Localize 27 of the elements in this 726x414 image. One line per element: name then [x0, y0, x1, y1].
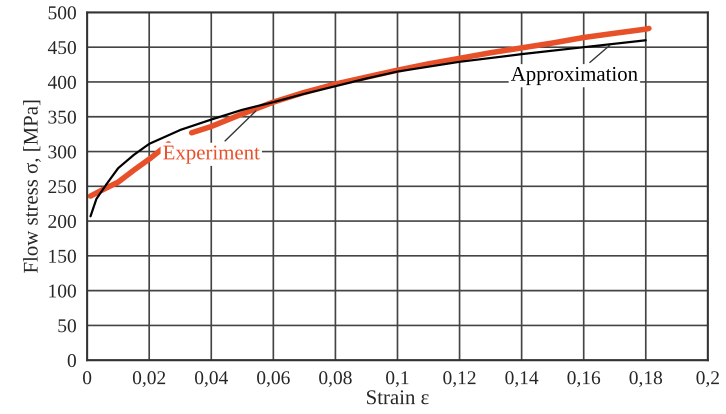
x-tick-label: 0,04	[194, 371, 228, 388]
x-axis-title: Strain ε	[367, 390, 429, 404]
x-tick-label: 0	[83, 371, 92, 384]
y-axis-title: Flow stress σ, [MPa]	[23, 100, 41, 273]
y-tick-label: 100	[49, 284, 76, 298]
y-tick-label: 350	[48, 110, 76, 124]
y-tick-label: 200	[48, 214, 76, 228]
y-tick-label: 250	[48, 180, 76, 194]
x-tick-label: 0,18	[630, 371, 662, 388]
y-tick-label: 50	[58, 319, 76, 332]
x-tick-label: 0,14	[505, 371, 538, 388]
x-tick-label: 0,1	[386, 371, 408, 388]
y-tick-label: 500	[48, 6, 76, 20]
x-tick-label: 0,2	[696, 371, 719, 388]
y-tick-label: 400	[48, 76, 76, 89]
x-tick-label: 0,12	[443, 371, 476, 388]
y-tick-label: 0	[68, 354, 76, 368]
annotation: Approximation	[510, 66, 638, 86]
y-tick-label: 300	[48, 145, 76, 158]
x-tick-label: 0,16	[567, 371, 600, 388]
x-tick-label: 0,06	[257, 371, 290, 388]
annotation: Experiment	[163, 146, 260, 164]
y-tick-label: 150	[49, 250, 76, 263]
x-tick-label: 0,02	[132, 371, 166, 388]
x-tick-label: 0,08	[319, 371, 352, 388]
line-series	[89, 39, 647, 218]
y-tick-label: 450	[48, 41, 76, 54]
